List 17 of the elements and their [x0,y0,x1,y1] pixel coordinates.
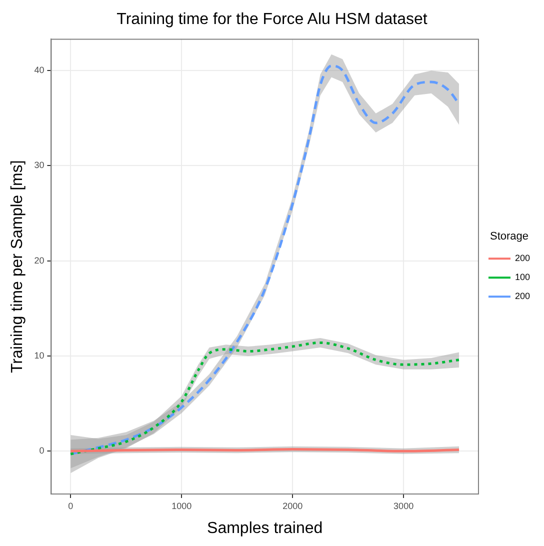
x-tick-label: 3000 [394,500,414,511]
legend-label: 200 [514,253,530,264]
x-axis-title: Samples trained [207,520,323,537]
chart-title: Training time for the Force Alu HSM dataset [116,11,428,28]
line-series [69,341,460,456]
y-tick-label: 10 [34,350,44,361]
legend-label: 100 [514,272,530,282]
y-tick-label: 30 [34,160,44,170]
y-axis-title: Training time per Sample [ms] [9,160,26,374]
y-tick-label: 0 [39,446,44,456]
y-tick-label: 20 [34,255,44,266]
legend-label: 200 [514,291,530,302]
x-tick-label: 1000 [172,500,192,511]
x-tick-label: 2000 [282,500,303,511]
legend-title: Storage [490,230,529,242]
x-tick-label: 0 [68,500,74,511]
y-tick-label: 40 [34,65,44,76]
